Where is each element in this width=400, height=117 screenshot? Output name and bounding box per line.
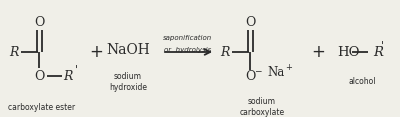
Text: O: O — [245, 71, 255, 84]
Text: O: O — [34, 69, 44, 82]
Text: +: + — [286, 62, 292, 71]
Text: NaOH: NaOH — [106, 43, 150, 57]
Text: alcohol: alcohol — [348, 77, 376, 86]
Text: ': ' — [74, 65, 78, 75]
Text: R: R — [9, 46, 19, 58]
Text: carboxylate ester: carboxylate ester — [8, 102, 76, 112]
Text: ': ' — [381, 41, 384, 51]
Text: R: R — [373, 46, 383, 58]
Text: Na: Na — [267, 66, 285, 79]
Text: R: R — [220, 46, 230, 58]
Text: +: + — [89, 43, 103, 61]
Text: −: − — [254, 66, 262, 75]
Text: sodium
hydroxide: sodium hydroxide — [109, 72, 147, 92]
Text: HO: HO — [337, 46, 360, 58]
Text: R: R — [63, 69, 73, 82]
Text: saponification: saponification — [163, 35, 213, 41]
Text: O: O — [245, 15, 255, 29]
Text: sodium
carboxylate: sodium carboxylate — [240, 97, 284, 117]
Text: +: + — [311, 43, 325, 61]
Text: or  hydrolysis: or hydrolysis — [164, 47, 212, 53]
Text: O: O — [34, 15, 44, 29]
